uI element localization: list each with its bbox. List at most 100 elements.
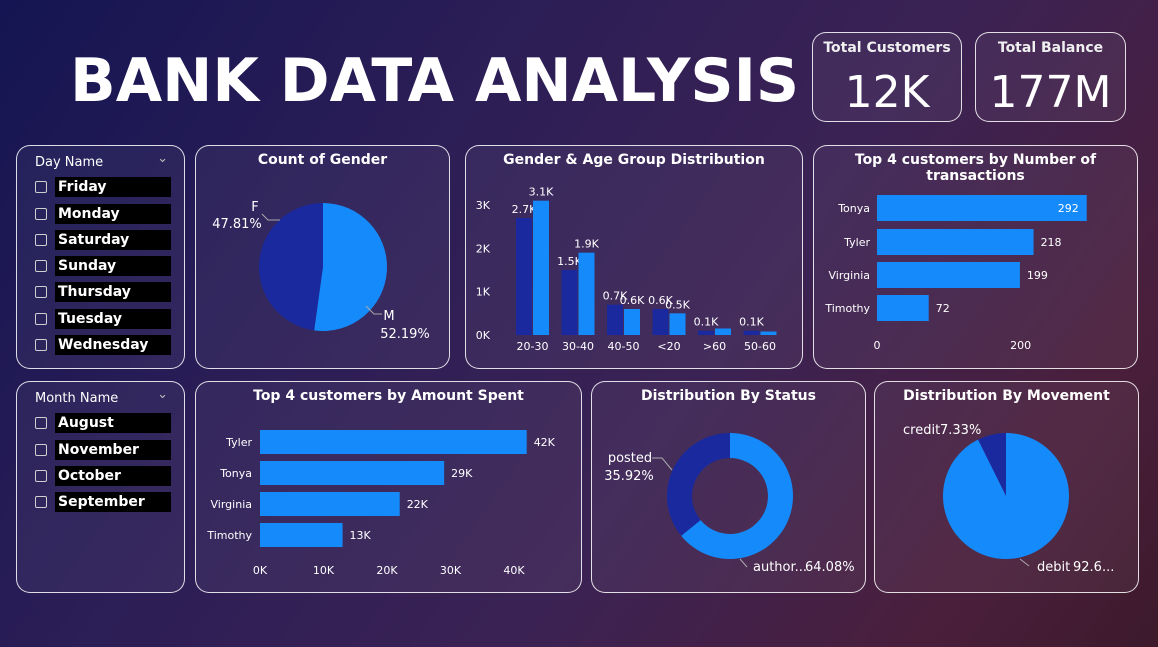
bar (760, 331, 777, 335)
top-transactions-chart-panel[interactable]: Top 4 customers by Number of transaction… (813, 145, 1138, 369)
gender-chart-panel[interactable]: Count of Gender F 47.81% M 52.19% (195, 145, 450, 369)
checkbox[interactable] (35, 470, 47, 482)
slicer-item-tuesday[interactable]: Tuesday (35, 309, 171, 329)
slice-percent: 92.6... (1073, 560, 1114, 575)
gender-pie-chart[interactable]: F 47.81% M 52.19% (196, 146, 451, 370)
checkbox[interactable] (35, 339, 47, 351)
day-name-slicer[interactable]: Day Name ⌄ Friday Monday Saturday Sunday… (16, 145, 185, 369)
chart-title: Count of Gender (257, 152, 388, 168)
top-amount-chart-panel[interactable]: Top 4 customers by Amount Spent Tyler 42K… (195, 381, 582, 593)
chevron-down-icon[interactable]: ⌄ (157, 387, 168, 402)
slicer-item-october[interactable]: October (35, 466, 171, 486)
category-label: Virginia (829, 269, 870, 282)
leader-line (1019, 558, 1030, 567)
slicer-item-label: Monday (55, 204, 171, 224)
y-tick-label: 1K (476, 286, 491, 299)
slice-label: M (383, 309, 394, 324)
bar (652, 309, 669, 335)
checkbox[interactable] (35, 286, 47, 298)
data-label: 199 (1027, 269, 1048, 282)
data-label: 22K (407, 498, 429, 511)
bar (260, 430, 527, 454)
slicer-item-sunday[interactable]: Sunday (35, 256, 171, 276)
slicer-item-thursday[interactable]: Thursday (35, 282, 171, 302)
x-tick-label: 40K (503, 564, 525, 577)
bar (260, 461, 445, 485)
chart-title: Gender & Age Group Distribution (503, 152, 765, 168)
slicer-item-label: November (55, 440, 171, 460)
chevron-down-icon[interactable]: ⌄ (157, 151, 168, 166)
leader-line (261, 213, 280, 221)
bar (743, 330, 760, 335)
slicer-item-friday[interactable]: Friday (35, 177, 171, 197)
slicer-item-monday[interactable]: Monday (35, 204, 171, 224)
kpi-total-customers: Total Customers 12K (812, 32, 962, 122)
slice-label: debit (1037, 560, 1070, 575)
bar (624, 309, 640, 335)
data-label: 13K (350, 529, 372, 542)
slicer-item-saturday[interactable]: Saturday (35, 230, 171, 250)
data-label: 0.6K (648, 294, 673, 307)
pie-slice (681, 433, 793, 559)
gender-age-chart-panel[interactable]: Gender & Age Group Distribution 0K 1K 2K 3K… (465, 145, 803, 369)
bar (578, 252, 595, 335)
slicer-item-november[interactable]: November (35, 440, 171, 460)
x-tick-label: 20K (376, 564, 398, 577)
bar (533, 200, 549, 335)
slicer-item-september[interactable]: September (35, 492, 171, 512)
slice-percent: 35.92% (604, 469, 654, 484)
x-tick-label: 30K (440, 564, 462, 577)
bar (561, 270, 578, 335)
slicer-header: Day Name (35, 155, 104, 170)
checkbox[interactable] (35, 444, 47, 456)
slicer-item-label: Thursday (55, 282, 171, 302)
slice-percent: 52.19% (380, 327, 430, 342)
slicer-item-label: Saturday (55, 230, 171, 250)
bar (260, 492, 400, 516)
slicer-item-label: August (55, 413, 171, 433)
movement-chart-panel[interactable]: Distribution By Movement credit 7.33% debi… (874, 381, 1139, 593)
slicer-item-label: Friday (55, 177, 171, 197)
status-chart-panel[interactable]: Distribution By Status posted 35.92% autho… (591, 381, 866, 593)
slicer-item-label: Wednesday (55, 335, 171, 355)
slicer-item-august[interactable]: August (35, 413, 171, 433)
bar (715, 328, 731, 335)
movement-pie-chart[interactable]: credit 7.33% debit 92.6... (875, 382, 1140, 594)
slice-percent: 47.81% (212, 217, 262, 232)
top-amount-bar-chart[interactable]: Tyler 42K Tonya 29K Virginia 22K Timothy 13K 0K 1… (196, 382, 583, 594)
bar (669, 313, 686, 335)
checkbox[interactable] (35, 496, 47, 508)
data-label: 72 (936, 302, 950, 315)
slicer-item-label: Tuesday (55, 309, 171, 329)
data-label: 0.1K (694, 316, 719, 329)
data-label: 1.5K (557, 255, 582, 268)
chart-title: Top 4 customers by Number of transaction… (854, 152, 1097, 184)
status-donut-chart[interactable]: posted 35.92% author...64.08% (592, 382, 867, 594)
checkbox[interactable] (35, 260, 47, 272)
category-label: Virginia (211, 498, 252, 511)
pie-slice (314, 203, 387, 331)
pie-slice (977, 433, 1006, 496)
bar (516, 218, 532, 335)
page-title: BANK DATA ANALYSIS (70, 46, 800, 116)
slicer-item-wednesday[interactable]: Wednesday (35, 335, 171, 355)
checkbox[interactable] (35, 234, 47, 246)
x-tick-label: 0 (874, 339, 881, 352)
checkbox[interactable] (35, 181, 47, 193)
month-name-slicer[interactable]: Month Name ⌄ August November October Sep… (16, 381, 185, 593)
checkbox[interactable] (35, 313, 47, 325)
checkbox[interactable] (35, 417, 47, 429)
slice-label: F (251, 200, 258, 215)
kpi-value: 177M (989, 67, 1112, 118)
slice-label: credit (903, 423, 940, 438)
x-tick-label: 10K (313, 564, 335, 577)
checkbox[interactable] (35, 208, 47, 220)
data-label: 0.5K (665, 298, 690, 311)
slicer-item-label: September (55, 492, 171, 512)
bar (260, 523, 343, 547)
top-transactions-bar-chart[interactable]: Tonya 292 Tyler 218 Virginia 199 Timothy 72 0 200 (814, 146, 1139, 370)
kpi-total-balance: Total Balance 177M (975, 32, 1126, 122)
data-label: 2.7K (512, 203, 537, 216)
data-label: 0.7K (603, 290, 628, 303)
